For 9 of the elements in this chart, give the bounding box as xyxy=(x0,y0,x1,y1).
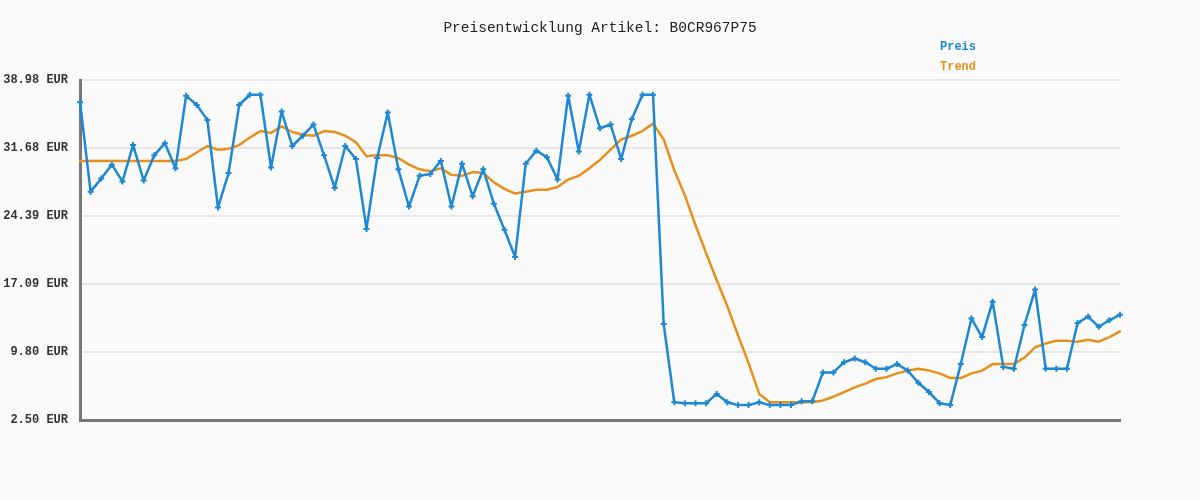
y-tick-label: 9.80 EUR xyxy=(10,344,69,359)
text: Preis xyxy=(940,40,977,55)
y-tick-label: 38.98 EUR xyxy=(3,73,69,88)
chart-title: Preisentwicklung Artikel: B0CR967P75 xyxy=(443,19,757,36)
y-tick-label: 31.68 EUR xyxy=(3,141,69,156)
y-tick-label: 2.50 EUR xyxy=(10,413,69,428)
y-tick-label: 24.39 EUR xyxy=(3,209,69,223)
text: Trend xyxy=(940,60,977,75)
y-tick-label: 17.09 EUR xyxy=(3,277,69,292)
